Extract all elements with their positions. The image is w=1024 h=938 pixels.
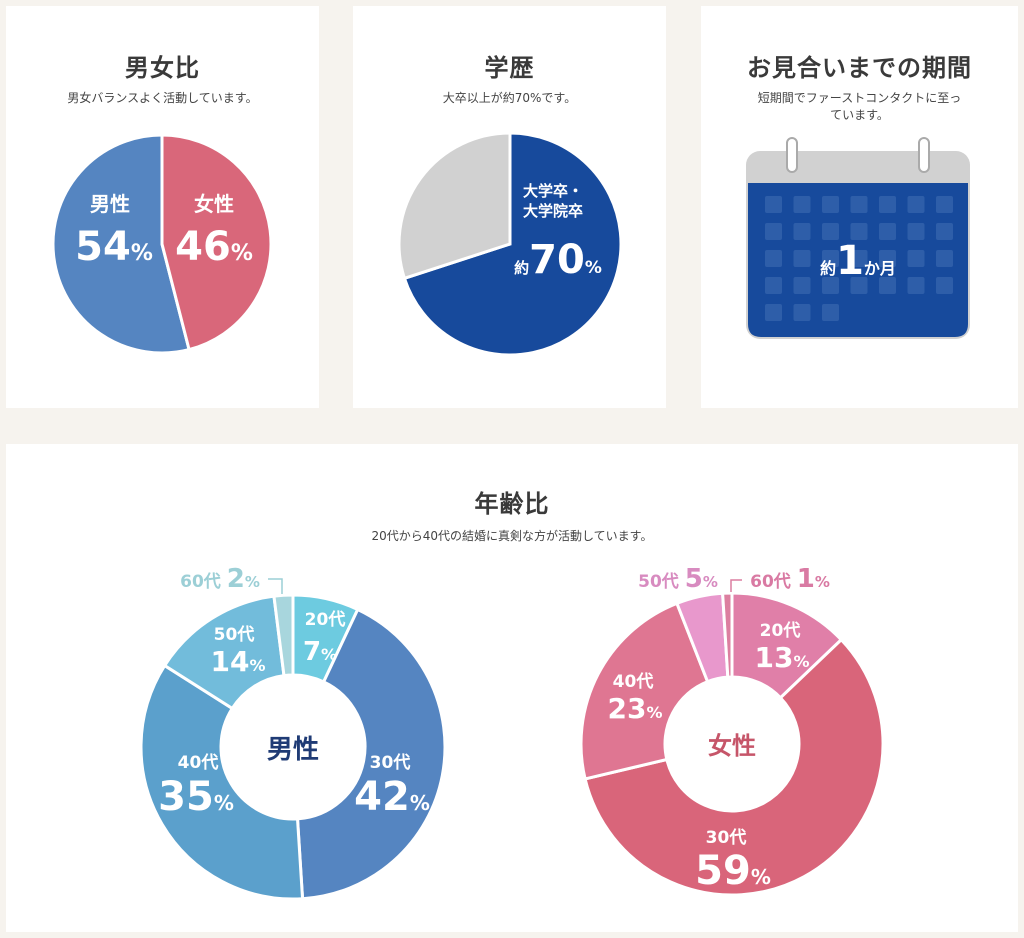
female-60-leader-line [730, 579, 742, 592]
male-age-label-1: 30代 [370, 752, 411, 773]
period-subtitle-line1: 短期間でファーストコンタクトに至っ [757, 91, 962, 105]
male-age-label-2: 40代 [178, 752, 219, 773]
female-value: 46% [175, 224, 253, 270]
calendar-day-cell [765, 250, 782, 267]
period-unit: か月 [864, 259, 896, 278]
calendar-day-cell [793, 250, 811, 267]
calendar-day-cell [907, 223, 925, 240]
period-number: 1 [836, 238, 864, 284]
education-card: 学歴 大卒以上が約70%です。 大学卒・ 大学院卒 約70% [353, 6, 666, 408]
female-age-slice-4 [721, 591, 734, 679]
male-age-slice-2 [139, 663, 305, 901]
female-age-slice-2 [579, 601, 710, 781]
male-60-leader-line [268, 578, 283, 594]
education-slice-0 [402, 131, 623, 357]
calendar-day-cell [936, 250, 953, 267]
education-label-line1: 大学卒・ [523, 182, 583, 200]
male-age-slice-4 [272, 593, 295, 678]
female-donut-center-label: 女性 [708, 732, 756, 760]
male-age-value-2: 35% [158, 774, 234, 820]
calendar-day-cell [822, 304, 839, 321]
female-age-label-4: 60代 1% [750, 564, 830, 594]
female-age-label-0: 20代 [760, 620, 801, 641]
calendar-day-cell [765, 223, 782, 240]
calendar-day-cell [793, 223, 811, 240]
gender-ratio-subtitle: 男女バランスよく活動しています。 [67, 91, 258, 105]
age-ratio-card: 年齢比 20代から40代の結婚に真剣な方が活動しています。 男性 20代 7% 30代… [6, 444, 1018, 932]
male-age-slice-1 [295, 607, 447, 901]
period-value: 約1か月 [820, 238, 896, 284]
calendar-day-cell [822, 196, 839, 213]
female-age-label-3: 50代 5% [638, 564, 718, 594]
calendar-day-cell [822, 250, 839, 267]
male-label: 男性 [90, 192, 130, 216]
calendar-day-cell [822, 223, 839, 240]
male-donut-center-label: 男性 [267, 735, 319, 765]
male-age-label-0: 20代 [305, 609, 346, 630]
education-subtitle: 大卒以上が約70%です。 [442, 91, 577, 105]
calendar-day-cell [936, 277, 953, 294]
education-slice-1 [397, 131, 512, 281]
age-ratio-title: 年齢比 [474, 490, 550, 518]
male-age-value-3: 14% [211, 645, 266, 678]
calendar-day-cell [936, 196, 953, 213]
education-title: 学歴 [484, 54, 535, 82]
calendar-day-cell [850, 277, 868, 294]
period-title: お見合いまでの期間 [747, 54, 972, 82]
calendar-day-cell [793, 277, 811, 294]
female-age-value-0: 13% [755, 641, 810, 674]
male-age-label-4: 60代 2% [180, 564, 260, 594]
calendar-day-cell [850, 223, 868, 240]
male-age-slice-3 [162, 594, 286, 711]
female-age-value-1: 59% [695, 848, 771, 894]
calendar-day-cell [822, 277, 839, 294]
calendar-day-cell [907, 277, 925, 294]
period-subtitle-line2: ています。 [830, 108, 889, 122]
period-card: お見合いまでの期間 短期間でファーストコンタクトに至っ ています。 約1か月 [701, 6, 1018, 408]
calendar-day-cell [879, 250, 896, 267]
calendar-day-cell [907, 250, 925, 267]
male-value: 54% [75, 224, 153, 270]
gender-pie-chart: 男性 54% 女性 46% [51, 133, 273, 355]
female-age-value-2: 23% [608, 692, 663, 725]
calendar-day-cell [793, 196, 811, 213]
female-age-label-2: 40代 [613, 671, 654, 692]
calendar-day-cell [850, 196, 868, 213]
gender-ratio-title: 男女比 [125, 54, 200, 82]
calendar-icon: 約1か月 [746, 137, 970, 339]
education-prefix: 約 [514, 259, 529, 277]
education-label-line2: 大学院卒 [523, 202, 583, 220]
female-age-label-1: 30代 [706, 827, 747, 848]
female-label: 女性 [194, 192, 234, 216]
calendar-day-cell [907, 196, 925, 213]
male-age-value-0: 7% [303, 637, 337, 667]
education-pie-chart: 大学卒・ 大学院卒 約70% [397, 131, 623, 357]
period-prefix: 約 [820, 259, 836, 278]
male-age-label-3: 50代 [214, 624, 255, 645]
education-unit: % [585, 258, 602, 278]
calendar-day-cell [765, 196, 782, 213]
education-value: 約70% [514, 237, 602, 283]
calendar-day-cell [879, 277, 896, 294]
calendar-day-cell [879, 196, 896, 213]
female-age-slice-1 [583, 637, 885, 897]
gender-ratio-card: 男女比 男女バランスよく活動しています。 男性 54% 女性 46% [6, 6, 319, 408]
calendar-day-cell [879, 223, 896, 240]
calendar-day-cell [850, 250, 868, 267]
gender-slice-1 [160, 133, 273, 352]
calendar-day-cell [793, 304, 811, 321]
calendar-day-cell [936, 223, 953, 240]
calendar-day-cell [765, 277, 782, 294]
gender-slice-0 [51, 133, 191, 355]
male-age-value-1: 42% [354, 774, 430, 820]
calendar-day-cell [765, 304, 782, 321]
education-number: 70 [529, 237, 585, 283]
age-ratio-subtitle: 20代から40代の結婚に真剣な方が活動しています。 [371, 529, 653, 543]
